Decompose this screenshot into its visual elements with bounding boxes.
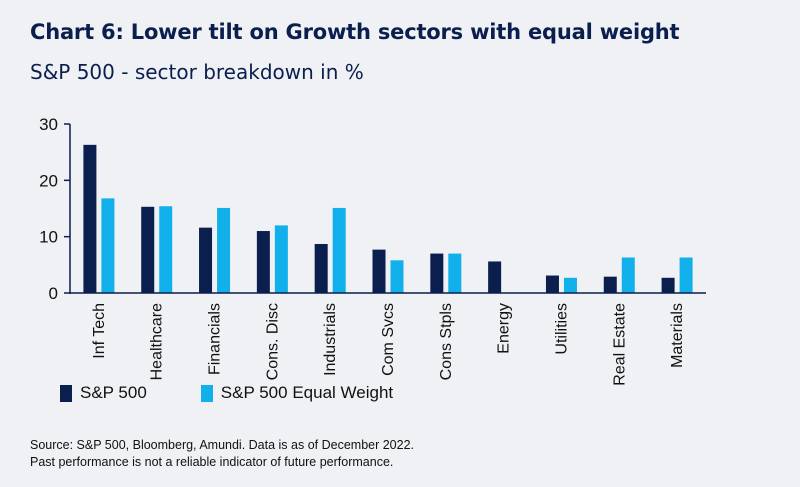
bar-sp500: [488, 261, 502, 293]
legend-swatch-sp500: [60, 384, 72, 402]
x-tick-label: Utilities: [553, 303, 570, 355]
bar-equal-weight: [159, 206, 173, 293]
y-tick-label: 30: [39, 115, 58, 134]
bar-equal-weight: [679, 257, 693, 293]
x-tick-label: Financials: [207, 303, 224, 375]
bar-equal-weight: [101, 198, 115, 293]
legend-label-equal-weight: S&P 500 Equal Weight: [220, 383, 394, 402]
y-tick-label: 10: [39, 228, 58, 247]
x-tick-label: Cons Stpls: [438, 303, 455, 380]
bar-equal-weight: [217, 207, 231, 293]
bar-sp500: [199, 227, 213, 293]
legend-label-sp500: S&P 500: [80, 383, 147, 402]
x-tick-label: Energy: [496, 303, 513, 354]
bar-sp500: [545, 275, 559, 293]
x-tick-label: Real Estate: [611, 303, 628, 386]
x-tick-label: Materials: [669, 303, 686, 368]
bar-equal-weight: [390, 260, 404, 293]
bar-equal-weight: [563, 277, 577, 293]
y-tick-label: 20: [39, 171, 58, 190]
bar-sp500: [83, 144, 97, 293]
bar-equal-weight: [274, 225, 288, 293]
x-tick-label: Industrials: [322, 303, 339, 376]
y-tick-label: 0: [49, 284, 58, 303]
legend-item-equal-weight: S&P 500 Equal Weight: [200, 383, 394, 403]
chart-title: Chart 6: Lower tilt on Growth sectors wi…: [30, 20, 680, 44]
disclaimer-line: Past performance is not a reliable indic…: [30, 455, 394, 469]
legend-item-sp500: S&P 500: [60, 383, 147, 403]
bar-equal-weight: [448, 253, 462, 293]
source-line: Source: S&P 500, Bloomberg, Amundi. Data…: [30, 438, 415, 452]
bar-sp500: [314, 243, 328, 293]
bar-sp500: [430, 253, 444, 293]
bar-sp500: [256, 231, 270, 293]
legend-swatch-equal-weight: [200, 384, 213, 402]
legend: S&P 500 S&P 500 Equal Weight: [60, 383, 447, 403]
bar-equal-weight: [332, 207, 346, 293]
x-tick-label: Inf Tech: [91, 303, 108, 359]
chart-subtitle: S&P 500 - sector breakdown in %: [30, 60, 364, 84]
bar-sp500: [661, 277, 675, 293]
bar-sp500: [141, 206, 155, 293]
bar-equal-weight: [621, 257, 635, 293]
source-note: Source: S&P 500, Bloomberg, Amundi. Data…: [30, 437, 414, 471]
x-tick-label: Com Svcs: [380, 303, 397, 376]
x-tick-label: Cons. Disc: [264, 303, 281, 380]
bar-sp500: [603, 276, 617, 293]
x-tick-label: Healthcare: [149, 303, 166, 380]
bar-sp500: [372, 249, 386, 293]
